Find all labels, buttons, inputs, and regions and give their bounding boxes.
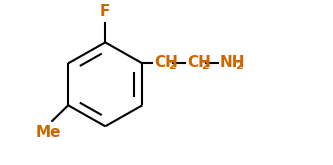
Text: 2: 2 (235, 61, 243, 71)
Text: CH: CH (187, 55, 211, 70)
Text: F: F (100, 4, 111, 19)
Text: Me: Me (36, 125, 61, 140)
Text: 2: 2 (201, 61, 209, 71)
Text: NH: NH (220, 55, 245, 70)
Text: CH: CH (154, 55, 178, 70)
Text: 2: 2 (168, 61, 176, 71)
